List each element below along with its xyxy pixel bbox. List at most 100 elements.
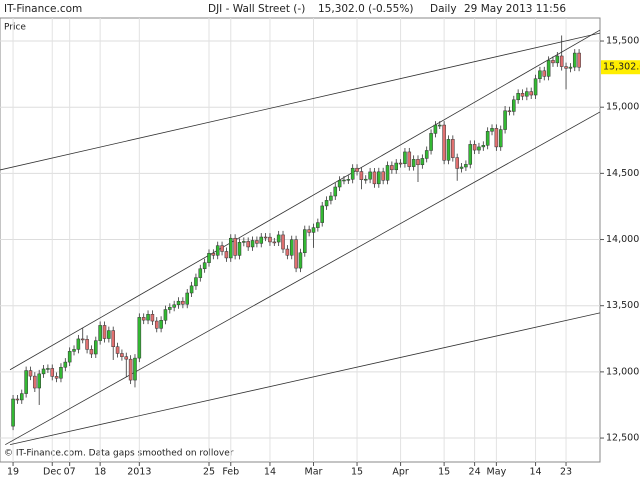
candle-body	[472, 144, 477, 151]
candle-body	[464, 164, 468, 168]
candle-body	[372, 171, 377, 185]
candle-body	[28, 370, 33, 377]
candle-body	[194, 277, 198, 287]
candle-body	[320, 205, 324, 223]
candle-body	[176, 300, 181, 306]
candle-body	[133, 357, 137, 381]
candle-body	[242, 241, 246, 243]
candle-body	[363, 178, 368, 181]
candle-body	[115, 346, 120, 354]
x-tick-label: 19	[7, 467, 19, 478]
candle-body	[63, 361, 68, 368]
candle-body	[311, 227, 316, 233]
candle-body	[520, 93, 525, 97]
candle-body	[420, 158, 425, 166]
candle-body	[546, 60, 551, 77]
y-tick-label: 12,500	[606, 433, 639, 444]
y-tick-label: 15,000	[606, 102, 639, 113]
candle-body	[381, 171, 385, 181]
chart-title: DJI - Wall Street (-)	[208, 3, 305, 15]
candle-body	[72, 349, 76, 352]
candle-body	[207, 253, 211, 263]
candle-body	[542, 70, 547, 77]
candle-body	[529, 91, 533, 96]
candle-body	[220, 245, 224, 252]
candle-body	[285, 248, 290, 256]
candle-body	[98, 325, 102, 341]
trendline	[5, 111, 600, 446]
candle-body	[102, 325, 107, 339]
candle-body	[128, 358, 133, 381]
candle-body	[416, 159, 420, 166]
candle-body	[154, 320, 159, 329]
candle-body	[407, 151, 412, 167]
x-tick-label: 25	[203, 467, 215, 478]
candle-body	[490, 128, 494, 132]
candle-body	[111, 330, 115, 347]
candle-body	[559, 55, 564, 67]
period: Daily	[430, 3, 457, 15]
candle-body	[572, 52, 577, 68]
x-tick-label: 14	[530, 467, 542, 478]
x-tick-label: 15	[438, 467, 450, 478]
candle-body	[390, 165, 394, 171]
candle-body	[337, 179, 342, 188]
marks	[0, 29, 600, 446]
candle-body	[146, 314, 150, 321]
source: IT-Finance.com	[4, 3, 82, 15]
candle-body	[24, 370, 28, 394]
candle-body	[368, 171, 372, 180]
candle-body	[168, 307, 172, 310]
y-tick-label: 13,000	[606, 366, 639, 377]
y-tick-label: 14,500	[606, 168, 639, 179]
candle-body	[54, 376, 59, 379]
candle-body	[303, 229, 307, 254]
candle-body	[525, 91, 529, 97]
x-tick-label: 07	[64, 467, 76, 478]
candle-body	[159, 320, 163, 329]
candle-body	[346, 179, 351, 181]
candle-body	[172, 304, 176, 308]
candle-body	[289, 239, 294, 256]
x-tick-label: Feb	[222, 467, 239, 478]
x-tick-label: 14	[264, 467, 276, 478]
x-tick-label: 15	[351, 467, 363, 478]
candle-body	[215, 245, 220, 256]
candle-body	[503, 110, 507, 130]
candle-body	[281, 234, 285, 250]
candle-body	[329, 195, 333, 201]
candle-body	[551, 60, 555, 64]
y-tick-label: 14,000	[606, 234, 639, 245]
candle-body	[577, 52, 581, 68]
candle-body	[76, 338, 81, 350]
x-tick-label: Dec	[43, 467, 61, 478]
candle-body	[150, 314, 155, 322]
candle-body	[442, 124, 446, 161]
candle-body	[316, 222, 320, 228]
candle-body	[246, 241, 250, 248]
candle-body	[507, 110, 512, 113]
last-price-box	[601, 60, 640, 75]
candle-body	[359, 171, 364, 180]
candle-body	[342, 179, 346, 182]
timestamp: 29 May 2013 11:56	[464, 3, 566, 15]
candle-body	[198, 268, 203, 278]
candle-body	[46, 368, 50, 370]
candle-body	[298, 252, 303, 269]
candle-body	[477, 146, 481, 151]
trendline	[0, 32, 600, 171]
candle-body	[437, 124, 442, 127]
candle-body	[181, 300, 185, 305]
candle-body	[233, 237, 237, 256]
x-tick-label: Mar	[305, 467, 323, 478]
candle-body	[41, 368, 46, 375]
candle-body	[268, 236, 272, 243]
candle-body	[89, 349, 94, 355]
candle-body	[516, 93, 520, 101]
candle-body	[189, 285, 194, 294]
candle-body	[228, 237, 233, 259]
x-tick-label: 18	[94, 467, 106, 478]
candle-body	[307, 229, 311, 233]
candle-body	[294, 239, 298, 269]
